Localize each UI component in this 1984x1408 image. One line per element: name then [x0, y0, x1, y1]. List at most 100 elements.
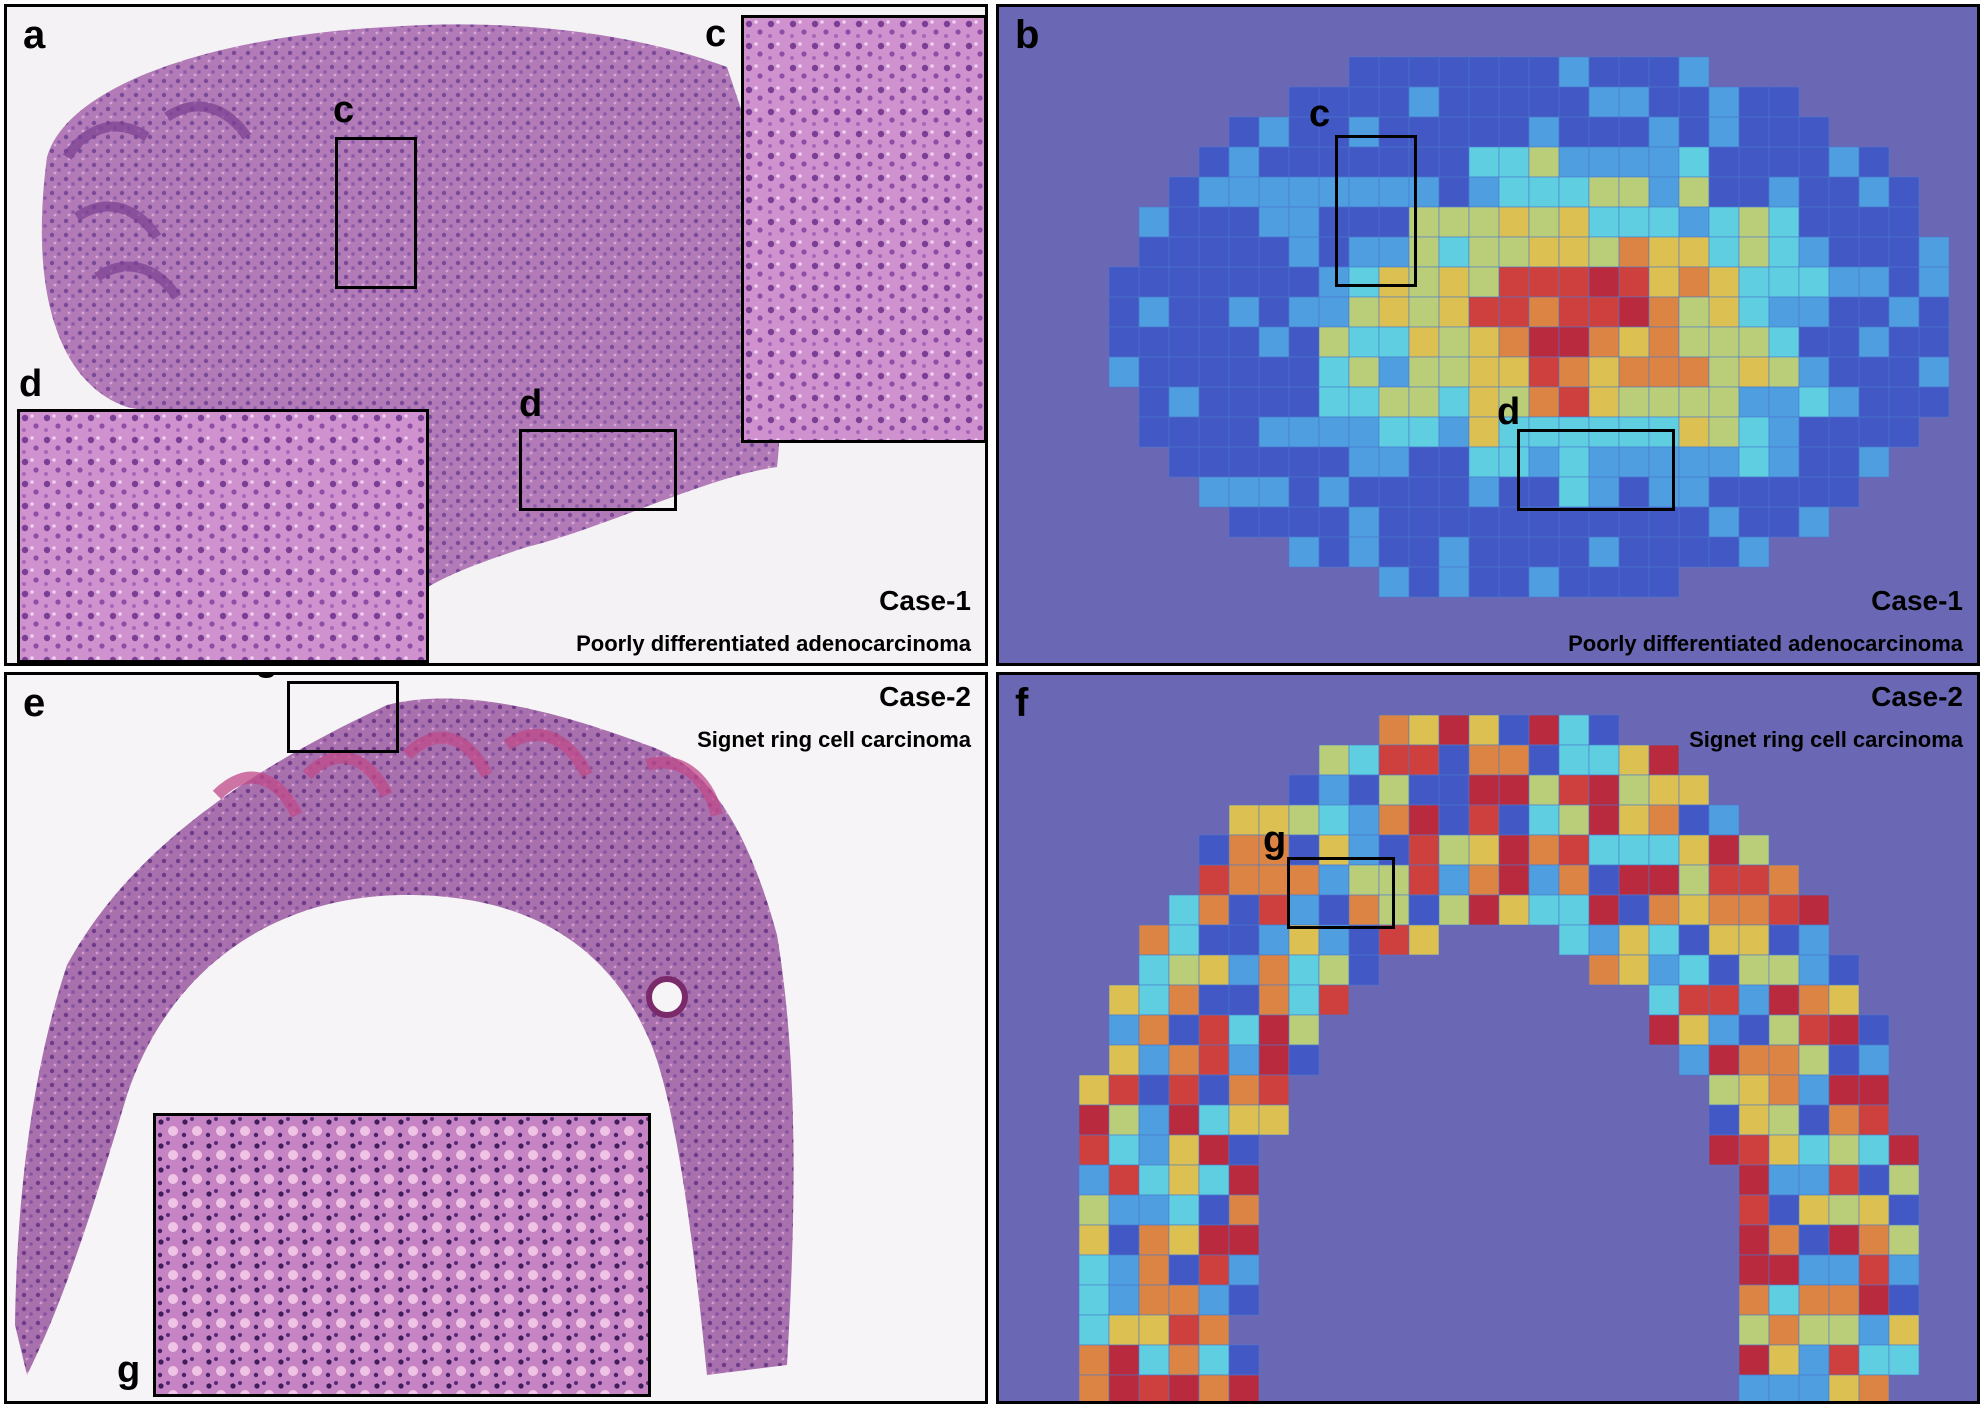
heatmap-tile — [1138, 236, 1170, 268]
heatmap-tile — [1228, 1104, 1260, 1136]
heatmap-tile — [1738, 1044, 1770, 1076]
heatmap-tile — [1828, 476, 1860, 508]
heatmap-tile — [1138, 206, 1170, 238]
heatmap-tile — [1438, 476, 1470, 508]
heatmap-tile — [1648, 56, 1680, 88]
heatmap-tile — [1438, 296, 1470, 328]
heatmap-tile — [1108, 1014, 1140, 1046]
heatmap-tile — [1708, 206, 1740, 238]
heatmap-tile — [1288, 266, 1320, 298]
heatmap-tile — [1828, 1014, 1860, 1046]
heatmap-tile — [1858, 416, 1890, 448]
heatmap-tile — [1768, 924, 1800, 956]
region-box-g — [1287, 857, 1395, 929]
heatmap-tile — [1498, 864, 1530, 896]
region-box-d-label: d — [519, 383, 543, 425]
heatmap-tile — [1678, 266, 1710, 298]
heatmap-tile — [1318, 864, 1350, 896]
diagnosis-label: Poorly differentiated adenocarcinoma — [576, 631, 971, 656]
heatmap-tile — [1708, 386, 1740, 418]
heatmap-tile — [1798, 1074, 1830, 1106]
panel-f: g f Case-2 Signet ring cell carcinoma — [996, 672, 1980, 1404]
heatmap-tile — [1798, 1134, 1830, 1166]
heatmap-tile — [1648, 386, 1680, 418]
heatmap-tile — [1618, 536, 1650, 568]
heatmap-tile — [1168, 1164, 1200, 1196]
heatmap-tile — [1708, 1134, 1740, 1166]
heatmap-tile — [1288, 206, 1320, 238]
heatmap-tile — [1798, 894, 1830, 926]
heatmap-tile — [1168, 1074, 1200, 1106]
heatmap-tile — [1558, 56, 1590, 88]
heatmap-tile — [1408, 56, 1440, 88]
heatmap-tile — [1378, 356, 1410, 388]
heatmap-tile — [1258, 506, 1290, 538]
heatmap-tile — [1198, 924, 1230, 956]
heatmap-tile — [1168, 446, 1200, 478]
heatmap-tile — [1348, 326, 1380, 358]
heatmap-tile — [1288, 476, 1320, 508]
heatmap-tile — [1798, 176, 1830, 208]
heatmap-tile — [1198, 266, 1230, 298]
heatmap-tile — [1408, 86, 1440, 118]
heatmap-tile — [1138, 1284, 1170, 1316]
heatmap-tile — [1858, 1224, 1890, 1256]
heatmap-tile — [1648, 924, 1680, 956]
region-box-c — [335, 137, 417, 289]
heatmap-tile — [1108, 266, 1140, 298]
region-box-d — [519, 429, 677, 511]
heatmap-tile — [1618, 116, 1650, 148]
heatmap-tile — [1708, 1014, 1740, 1046]
heatmap-tile — [1438, 834, 1470, 866]
heatmap-tile — [1738, 1194, 1770, 1226]
heatmap-tile — [1318, 446, 1350, 478]
heatmap-tile — [1198, 954, 1230, 986]
heatmap-tile — [1168, 266, 1200, 298]
heatmap-tile — [1918, 386, 1950, 418]
heatmap-tile — [1168, 236, 1200, 268]
heatmap-tile — [1198, 1344, 1230, 1376]
heatmap-tile — [1708, 116, 1740, 148]
heatmap-tile — [1558, 266, 1590, 298]
heatmap-tile — [1438, 176, 1470, 208]
heatmap-tile — [1438, 566, 1470, 598]
heatmap-tile — [1138, 1014, 1170, 1046]
heatmap-tile — [1258, 176, 1290, 208]
heatmap-tile — [1438, 744, 1470, 776]
heatmap-tile — [1618, 894, 1650, 926]
heatmap-tile — [1318, 356, 1350, 388]
heatmap-tile — [1258, 386, 1290, 418]
heatmap-tile — [1408, 536, 1440, 568]
heatmap-tile — [1558, 326, 1590, 358]
heatmap-tile — [1288, 176, 1320, 208]
heatmap-tile — [1768, 1044, 1800, 1076]
heatmap-tile — [1558, 804, 1590, 836]
heatmap-tile — [1768, 1284, 1800, 1316]
inset-c-label: c — [705, 13, 727, 55]
heatmap-tile — [1348, 206, 1380, 238]
heatmap-tile — [1288, 536, 1320, 568]
heatmap-tile — [1468, 864, 1500, 896]
heatmap-tile — [1888, 1164, 1920, 1196]
heatmap-tile — [1918, 296, 1950, 328]
heatmap-tile — [1618, 56, 1650, 88]
heatmap-tile — [1378, 116, 1410, 148]
heatmap-tile — [1258, 804, 1290, 836]
heatmap-tile — [1588, 116, 1620, 148]
heatmap-tile — [1738, 1374, 1770, 1401]
heatmap-tile — [1798, 1104, 1830, 1136]
heatmap-tile — [1588, 236, 1620, 268]
heatmap-tile — [1798, 476, 1830, 508]
heatmap-tile — [1228, 176, 1260, 208]
heatmap-tile — [1468, 326, 1500, 358]
heatmap-tile — [1288, 1044, 1320, 1076]
heatmap-tile — [1258, 266, 1290, 298]
heatmap-tile — [1678, 446, 1710, 478]
heatmap-tile — [1888, 1254, 1920, 1286]
heatmap-tile — [1588, 56, 1620, 88]
heatmap-tile — [1408, 744, 1440, 776]
heatmap-tile — [1648, 804, 1680, 836]
heatmap-tile — [1678, 984, 1710, 1016]
heatmap-tile — [1258, 416, 1290, 448]
heatmap-tile — [1858, 1314, 1890, 1346]
